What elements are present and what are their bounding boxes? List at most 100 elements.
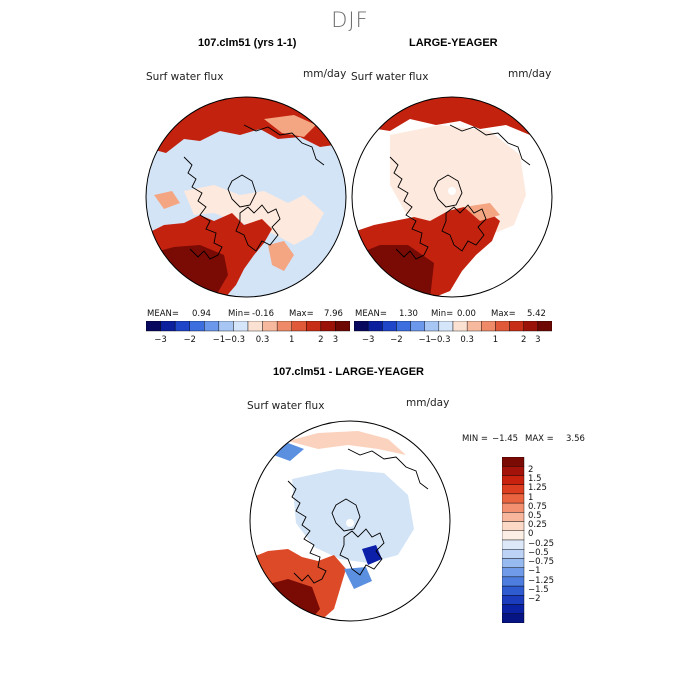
panel3-map [249,420,451,622]
panel3-colorbar-tick-label: −1.5 [528,584,549,595]
panel2-colorbar-tick-label: 2 [520,335,527,345]
panel1-colorbar [146,321,350,332]
panel1-colorbar-tick-label: −3 [154,335,167,345]
panel2-colorbar-swatch [466,321,482,332]
panel3-max-value: 3.56 [566,434,585,444]
panel3-colorbar-tick-label: 0 [528,529,534,540]
panel3-colorbar-swatch [502,484,525,495]
panel3-colorbar-swatch [502,457,525,467]
panel1-coastlines [183,124,325,260]
panel1-europe-moderate-region [268,241,294,271]
panel2-coastline-america [389,156,429,260]
panel2-units-label: mm/day [508,68,552,80]
panel2-europe-moderate-region [464,203,500,221]
panel3-title: 107.clm51 - LARGE-YEAGER [273,366,424,378]
panel3-colorbar-swatch [502,604,525,614]
panel1-colorbar-swatch [262,321,278,332]
panel2-mean-value: 1.30 [399,309,418,319]
panel2-colorbar-swatch [438,321,454,332]
panel3-colorbar-tick-label: −0.25 [528,538,555,549]
panel3-colorbar-swatch [502,475,525,485]
panel3-coastline-america [287,480,327,584]
panel2-colorbar-swatch [452,321,468,332]
panel2-min-value: 0.00 [457,309,476,319]
panel1-colorbar-swatch [320,321,336,332]
panel1-title: 107.clm51 (yrs 1-1) [198,37,297,49]
panel2-colorbar-tick-label: 3 [535,335,541,345]
season-title: DJF [331,8,369,32]
panel3-colorbar-swatch [502,521,525,531]
panel1-colorbar-swatch [189,321,205,332]
panel2-colorbar-swatch [424,321,440,332]
panel2-colorbar-swatch [382,321,397,332]
panel3-colorbar-swatch [502,585,525,596]
panel3-colorbar-tick-label: 0.75 [528,501,547,512]
panel1-colorbar-swatch [174,321,190,332]
panel1-min-label: Min= [228,309,251,319]
panel1-colorbar-swatch [306,321,322,332]
panel1-colorbar-tick-label: 0.3 [255,335,270,345]
panel2-coastline-asia [449,124,531,166]
panel1-map-boundary [145,96,347,298]
panel1-colorbar-swatch [160,321,176,332]
panel2-colorbar-tick-label: 0.3 [460,335,474,345]
panel1-colorbar-swatch [146,321,161,332]
panel3-colorbar-swatch [502,549,525,559]
panel2-title: LARGE-YEAGER [409,37,498,49]
panel1-units-label: mm/day [303,68,347,80]
panel2-colorbar-swatch [354,321,369,332]
panel2-colorbar-tick-label: 1 [492,335,499,345]
panel1-max-label: Max= [289,309,314,319]
panel3-colorbar-tick-label: 1 [528,492,534,503]
panel3-coastline-asia [347,448,429,490]
panel2-map-boundary [351,96,553,298]
panel3-colorbar-tick-label: 2 [528,464,534,475]
panel1-atlantic-core-region [146,245,228,297]
panel2-min-label: Min= [431,309,454,319]
panel3-map-boundary [249,420,451,622]
panel2-colorbar-tick-label: −1 [418,335,431,345]
panel3-colorbar-swatch [502,595,525,605]
panel1-coastline-asia [243,124,325,166]
panel3-colorbar-swatch [502,539,525,550]
panel3-colorbar-tick-label: −2 [528,593,541,604]
panel3-coastline-greenland [331,498,361,532]
panel3-continent-region [292,469,414,563]
panel1-min-value: -0.16 [252,309,274,319]
panel1-colorbar-tick-label: −0.3 [224,335,246,345]
panel3-colorbar-tick-label: 1.25 [528,483,547,494]
panel3-colorbar-swatch [502,567,525,578]
panel3-colorbar-swatch [502,530,525,541]
panel1-map-fields [146,97,346,297]
panel3-max-label: MAX = [525,434,554,444]
panel2-mean-label: MEAN= [355,309,387,319]
panel3-colorbar-tick-label: 0.25 [528,520,547,531]
panel1-colorbar-swatch [247,321,263,332]
panel2-colorbar-swatch [367,321,383,332]
panel1-colorbar-swatch [204,321,220,332]
panel3-pacific-negative-region [268,443,304,461]
panel3-variable-label: Surf water flux [247,400,325,412]
panel2-colorbar [354,321,552,332]
panel3-min-value: −1.45 [492,434,519,444]
panel1-coastline-greenland [227,174,257,208]
panel3-colorbar-swatch [502,502,525,513]
panel2-colorbar-tick-label: −2 [390,335,403,345]
panel1-colorbar-swatch [276,321,292,332]
panel3-coastline-europe [339,528,385,576]
panel3-colorbar-tick-label: −1.25 [528,575,555,586]
panel1-colorbar-tick-label: −1 [212,335,226,345]
panel3-units-label: mm/day [406,397,450,409]
panel1-continent-region [184,185,324,245]
panel2-colorbar-tick-label: −3 [361,335,375,345]
panel3-min-label: MIN = [462,434,489,444]
panel1-variable-label: Surf water flux [146,71,224,83]
panel1-coastline-europe [235,204,281,252]
panel1-mean-value: 0.94 [192,309,211,319]
panel3-colorbar-tick-label: −1 [528,566,541,577]
panel1-colorbar-tick-label: 2 [318,335,324,345]
panel2-colorbar-swatch [481,321,496,332]
panel1-colorbar-tick-label: −2 [183,335,196,345]
panel1-coastline-america [183,156,223,260]
